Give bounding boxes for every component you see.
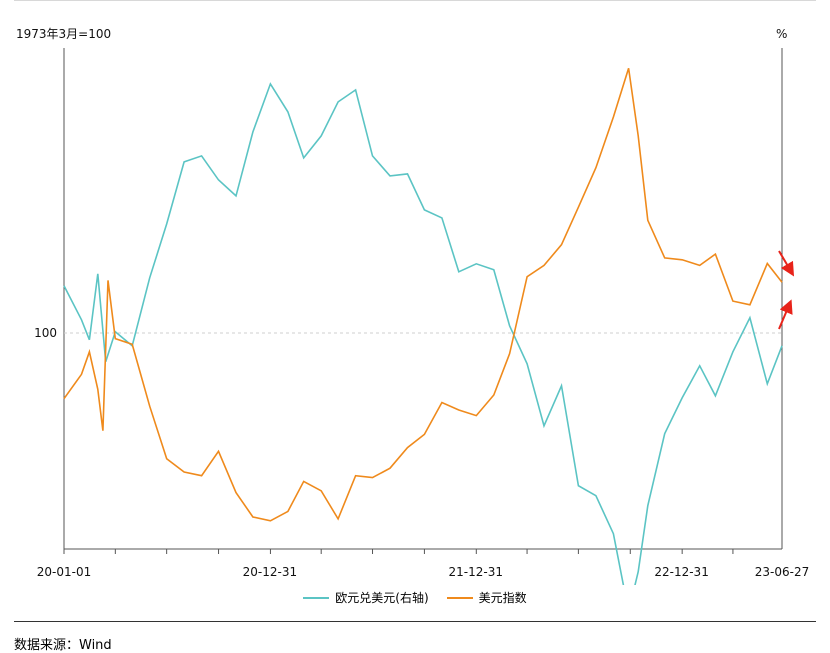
left-axis-label: 1973年3月=100 — [16, 27, 111, 41]
series-line-eurusd — [63, 82, 783, 585]
x-axis-ticks — [63, 549, 734, 554]
series-line-dollar-index — [63, 67, 783, 522]
top-rule — [14, 0, 816, 1]
legend-swatch-eurusd — [303, 596, 330, 599]
annotation-arrow-down — [778, 250, 795, 277]
x-tick-label: 22-12-31 — [654, 565, 708, 579]
annotation-arrow-up — [778, 299, 793, 330]
x-tick-label: 23-06-27 — [755, 565, 809, 579]
x-axis-tick-labels: 20-01-01 20-12-31 21-12-31 22-12-31 23-06-27 — [37, 565, 809, 579]
legend-label-dollar-index: 美元指数 — [478, 591, 527, 605]
x-tick-label: 20-01-01 — [37, 565, 91, 579]
legend-item-eurusd: 欧元兑美元(右轴) — [303, 589, 429, 606]
end-annotation-arrows — [778, 250, 795, 330]
chart-plot: 1973年3月=100 % 100 20-01-01 20-12-31 21-12-… — [16, 27, 809, 585]
legend: 欧元兑美元(右轴) 美元指数 — [0, 589, 830, 606]
legend-label-eurusd: 欧元兑美元(右轴) — [335, 591, 429, 605]
legend-item-dollar-index: 美元指数 — [446, 589, 527, 606]
x-tick-label: 20-12-31 — [243, 565, 297, 579]
y-tick-label-100: 100 — [34, 326, 57, 340]
x-tick-label: 21-12-31 — [449, 565, 503, 579]
right-axis-label: % — [776, 27, 787, 41]
bottom-rule — [14, 621, 816, 622]
legend-swatch-dollar-index — [446, 596, 473, 599]
source-note: 数据来源：Wind — [14, 638, 112, 653]
